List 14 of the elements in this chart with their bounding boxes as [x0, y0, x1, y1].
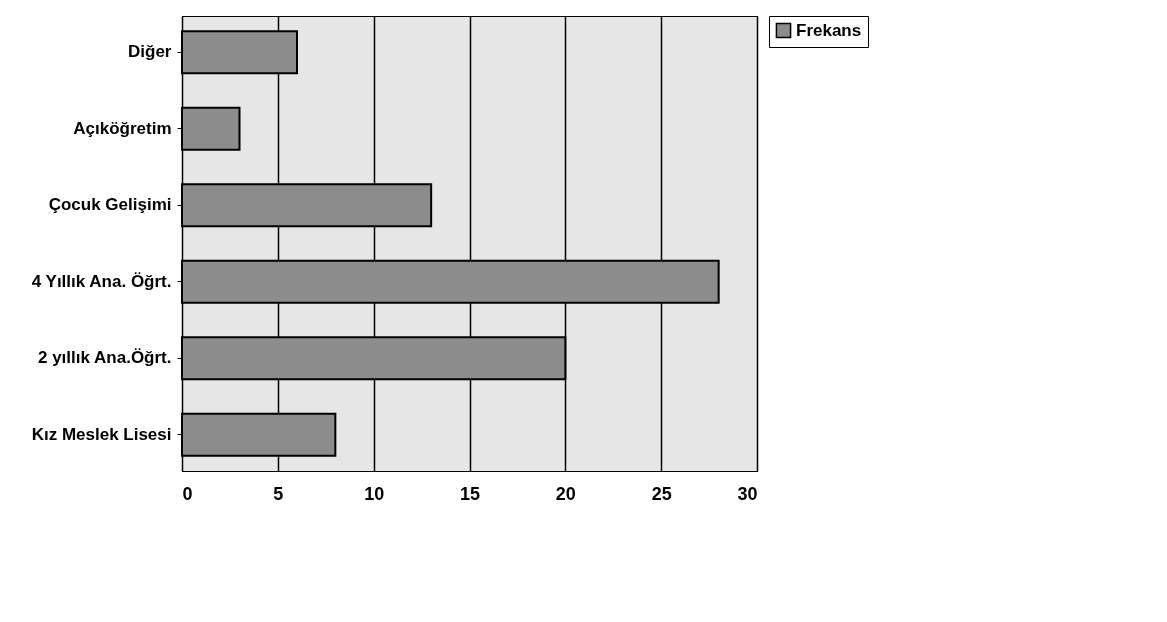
x-tick-label: 5	[273, 483, 284, 504]
x-tick-label: 20	[555, 483, 576, 504]
y-tick-label: Açıköğretim	[73, 118, 172, 138]
x-tick-label: 15	[459, 483, 481, 504]
y-tick-label: 2 yıllık Ana.Öğrt.	[37, 348, 172, 368]
x-tick-label: 25	[651, 483, 672, 504]
x-tick-label: 30	[737, 483, 758, 504]
y-tick-label: Diğer	[128, 42, 172, 62]
y-tick-label: Kız Meslek Lisesi	[31, 424, 172, 444]
x-tick-label: 0	[182, 483, 193, 504]
y-tick-label: Çocuk Gelişimi	[48, 195, 172, 215]
y-tick-label: 4 Yıllık Ana. Öğrt.	[31, 271, 172, 291]
legend-label: Frekans	[796, 20, 862, 40]
x-tick-label: 10	[364, 483, 385, 504]
